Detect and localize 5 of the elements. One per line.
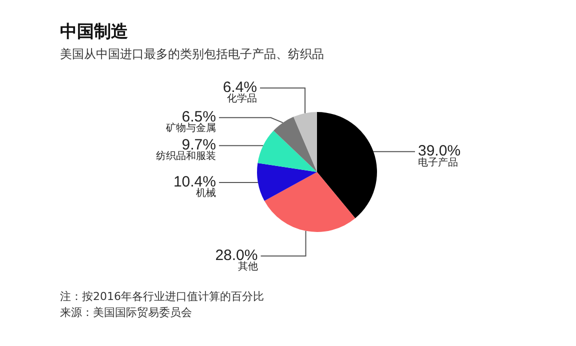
slice-label: 化学品 [227, 92, 258, 105]
chart-title: 中国制造 [60, 21, 128, 43]
chart-subtitle: 美国从中国进口最多的类别包括电子产品、纺织品 [60, 46, 324, 63]
text: 注：按2016年各行业进口值计算的百分比 [60, 289, 264, 305]
source-note: 来源：美国国际贸易委员会 [60, 305, 193, 321]
